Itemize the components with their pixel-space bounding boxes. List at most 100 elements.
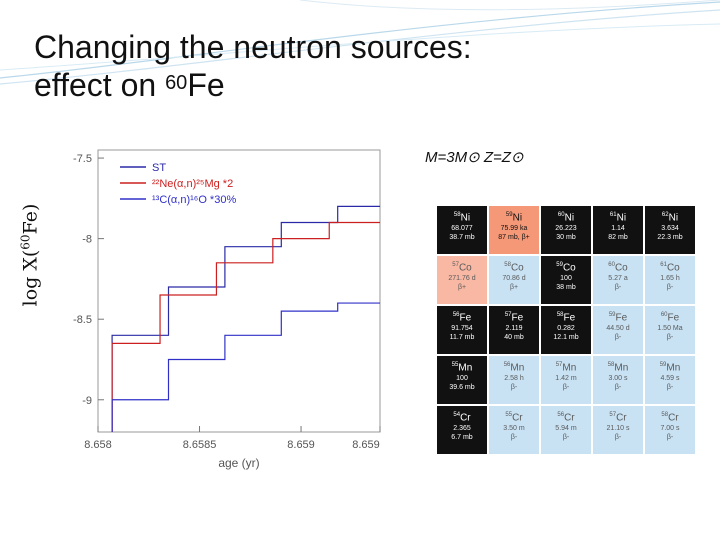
- nuclide-crosssection-or-decay: 38.7 mb: [449, 234, 475, 242]
- x-axis-ticks: 8.658 8.6585 8.659 8.659: [84, 426, 381, 451]
- y-axis-label-mass: 60: [18, 234, 33, 250]
- nuclide-chart-table: 58Ni 68.077 38.7 mb 59Ni 75.99 ka 87 mb, β+ 60…: [436, 205, 696, 455]
- nuclide-abundance-or-halflife: 3.634: [661, 225, 679, 233]
- nuclide-abundance-or-halflife: 1.50 Ma: [657, 325, 683, 333]
- nuclide-crosssection-or-decay: β-: [614, 434, 622, 442]
- nuclide-crosssection-or-decay: β-: [562, 384, 570, 392]
- x-tick-label: 8.6585: [183, 439, 217, 451]
- nuclide-abundance-or-halflife: 5.27 a: [608, 275, 628, 283]
- nuclide-abundance-or-halflife: 5.94 m: [555, 425, 577, 433]
- chart-series: [111, 205, 380, 432]
- nuclide-cell-59co: 59Co 100 38 mb: [540, 255, 592, 305]
- nuclide-symbol: 62Ni: [661, 212, 679, 224]
- nuclide-cell-55cr: 55Cr 3.50 m β-: [488, 405, 540, 455]
- y-tick-label: -8.5: [73, 314, 92, 326]
- y-tick-label: -9: [82, 395, 92, 407]
- nuclide-cell-56cr: 56Cr 5.94 m β-: [540, 405, 592, 455]
- plot-frame: [97, 149, 381, 433]
- nuclide-crosssection-or-decay: β-: [614, 384, 622, 392]
- nuclide-crosssection-or-decay: β+: [457, 284, 467, 292]
- nuclide-crosssection-or-decay: 12.1 mb: [553, 334, 579, 342]
- nuclide-symbol: 57Cr: [609, 412, 627, 424]
- nuclide-crosssection-or-decay: β-: [614, 334, 622, 342]
- nuclide-abundance-or-halflife: 70.86 d: [502, 275, 526, 283]
- nuclide-abundance-or-halflife: 100: [560, 275, 572, 283]
- nuclide-abundance-or-halflife: 271.76 d: [448, 275, 476, 283]
- nuclide-symbol: 56Cr: [557, 412, 575, 424]
- nuclide-crosssection-or-decay: β-: [666, 284, 674, 292]
- chart-legend: ST ²²Ne(α,n)²⁵Mg *2 ¹³C(α,n)¹⁶O *30%: [120, 162, 236, 206]
- nuclide-symbol: 56Fe: [452, 312, 472, 324]
- nuclide-symbol: 60Co: [608, 262, 628, 274]
- nuclide-symbol: 57Mn: [555, 362, 577, 374]
- y-axis-label-element: Fe): [19, 203, 42, 235]
- nuclide-crosssection-or-decay: β-: [666, 384, 674, 392]
- nuclide-abundance-or-halflife: 7.00 s: [660, 425, 680, 433]
- nuclide-symbol: 59Fe: [608, 312, 628, 324]
- legend-label: ²²Ne(α,n)²⁵Mg *2: [152, 178, 233, 190]
- nuclide-symbol: 58Mn: [607, 362, 629, 374]
- nuclide-crosssection-or-decay: β-: [666, 334, 674, 342]
- legend-label: ST: [152, 162, 166, 174]
- nuclide-abundance-or-halflife: 100: [456, 375, 468, 383]
- y-tick-label: -8: [82, 234, 92, 246]
- nuclide-abundance-or-halflife: 3.00 s: [608, 375, 628, 383]
- nuclide-symbol: 55Mn: [451, 362, 473, 374]
- nuclide-abundance-or-halflife: 26.223: [555, 225, 577, 233]
- nuclide-abundance-or-halflife: 4.59 s: [660, 375, 680, 383]
- nuclide-symbol: 61Ni: [609, 212, 627, 224]
- nuclide-abundance-or-halflife: 2.365: [453, 425, 471, 433]
- nuclide-cell-61ni: 61Ni 1.14 82 mb: [592, 205, 644, 255]
- nuclide-crosssection-or-decay: 38 mb: [556, 284, 576, 292]
- nuclide-cell-58fe: 58Fe 0.282 12.1 mb: [540, 305, 592, 355]
- nuclide-crosssection-or-decay: β-: [562, 434, 570, 442]
- nuclide-crosssection-or-decay: β+: [509, 284, 519, 292]
- series-line-2: [111, 221, 380, 432]
- nuclide-cell-60ni: 60Ni 26.223 30 mb: [540, 205, 592, 255]
- series-line-1: [111, 205, 380, 432]
- nuclide-crosssection-or-decay: β-: [510, 384, 518, 392]
- nuclide-abundance-or-halflife: 91.754: [451, 325, 473, 333]
- nuclide-cell-60fe: 60Fe 1.50 Ma β-: [644, 305, 696, 355]
- nuclide-symbol: 54Cr: [453, 412, 471, 424]
- nuclide-crosssection-or-decay: 22.3 mb: [657, 234, 683, 242]
- nuclide-cell-57co: 57Co 271.76 d β+: [436, 255, 488, 305]
- x-tick-label: 8.658: [84, 439, 112, 451]
- nuclide-symbol: 58Fe: [556, 312, 576, 324]
- nuclide-symbol: 60Ni: [557, 212, 575, 224]
- slide-title: Changing the neutron sources: effect on …: [34, 28, 472, 104]
- nuclide-cell-58mn: 58Mn 3.00 s β-: [592, 355, 644, 405]
- x-tick-label: 8.659: [287, 439, 315, 451]
- nuclide-cell-58cr: 58Cr 7.00 s β-: [644, 405, 696, 455]
- nuclide-symbol: 58Ni: [453, 212, 471, 224]
- nuclide-abundance-or-halflife: 0.282: [557, 325, 575, 333]
- nuclide-abundance-or-halflife: 3.50 m: [503, 425, 525, 433]
- nuclide-crosssection-or-decay: 11.7 mb: [449, 334, 475, 342]
- nuclide-symbol: 59Ni: [505, 212, 523, 224]
- legend-label: ¹³C(α,n)¹⁶O *30%: [152, 194, 236, 206]
- nuclide-cell-56mn: 56Mn 2.58 h β-: [488, 355, 540, 405]
- nuclide-crosssection-or-decay: 30 mb: [556, 234, 576, 242]
- title-line-2: effect on 60Fe: [34, 66, 472, 104]
- nuclide-abundance-or-halflife: 2.58 h: [504, 375, 524, 383]
- nuclide-cell-61co: 61Co 1.65 h β-: [644, 255, 696, 305]
- nuclide-symbol: 59Co: [556, 262, 576, 274]
- nuclide-cell-62ni: 62Ni 3.634 22.3 mb: [644, 205, 696, 255]
- nuclide-crosssection-or-decay: 39.6 mb: [449, 384, 475, 392]
- title-isotope-mass: 60: [165, 72, 188, 94]
- nuclide-cell-59ni: 59Ni 75.99 ka 87 mb, β+: [488, 205, 540, 255]
- nuclide-abundance-or-halflife: 1.65 h: [660, 275, 680, 283]
- nuclide-crosssection-or-decay: 40 mb: [504, 334, 524, 342]
- model-parameters: M=3M⊙ Z=Z⊙: [425, 149, 524, 166]
- nuclide-crosssection-or-decay: β-: [666, 434, 674, 442]
- nuclide-abundance-or-halflife: 1.42 m: [555, 375, 577, 383]
- nuclide-symbol: 57Fe: [504, 312, 524, 324]
- nuclide-cell-57mn: 57Mn 1.42 m β-: [540, 355, 592, 405]
- nuclide-abundance-or-halflife: 68.077: [451, 225, 473, 233]
- title-line-1: Changing the neutron sources:: [34, 29, 472, 65]
- nuclide-symbol: 58Co: [504, 262, 524, 274]
- x-axis-label: age (yr): [218, 456, 259, 470]
- nuclide-crosssection-or-decay: β-: [614, 284, 622, 292]
- nuclide-crosssection-or-decay: β-: [510, 434, 518, 442]
- title-line-2-text: effect on: [34, 67, 166, 103]
